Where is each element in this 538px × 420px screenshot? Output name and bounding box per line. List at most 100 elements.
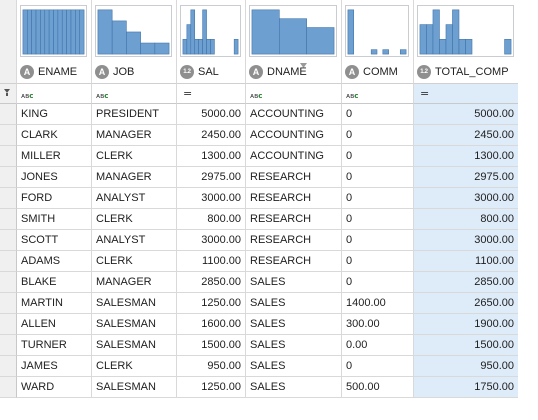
cell-sal[interactable]: 5000.00: [177, 104, 246, 125]
cell-ename[interactable]: SMITH: [17, 209, 92, 230]
cell-job[interactable]: CLERK: [92, 251, 177, 272]
cell-total_comp[interactable]: 3000.00: [414, 230, 519, 251]
cell-dname[interactable]: SALES: [246, 377, 342, 398]
cell-total_comp[interactable]: 1500.00: [414, 335, 519, 356]
cell-dname[interactable]: RESEARCH: [246, 167, 342, 188]
filter-sal[interactable]: =: [177, 84, 246, 104]
cell-job[interactable]: SALESMAN: [92, 335, 177, 356]
row-header[interactable]: [0, 377, 17, 398]
cell-dname[interactable]: RESEARCH: [246, 209, 342, 230]
cell-job[interactable]: PRESIDENT: [92, 104, 177, 125]
cell-job[interactable]: MANAGER: [92, 125, 177, 146]
cell-total_comp[interactable]: 1900.00: [414, 314, 519, 335]
column-header-comm[interactable]: A COMM: [342, 60, 414, 84]
cell-sal[interactable]: 1100.00: [177, 251, 246, 272]
cell-ename[interactable]: MILLER: [17, 146, 92, 167]
cell-comm[interactable]: 0: [342, 251, 414, 272]
cell-dname[interactable]: SALES: [246, 314, 342, 335]
cell-dname[interactable]: ACCOUNTING: [246, 104, 342, 125]
cell-total_comp[interactable]: 800.00: [414, 209, 519, 230]
row-header[interactable]: [0, 272, 17, 293]
cell-sal[interactable]: 2450.00: [177, 125, 246, 146]
column-header-total_comp[interactable]: 1.2 TOTAL_COMP: [414, 60, 519, 84]
cell-dname[interactable]: SALES: [246, 293, 342, 314]
cell-job[interactable]: MANAGER: [92, 167, 177, 188]
cell-job[interactable]: CLERK: [92, 146, 177, 167]
cell-ename[interactable]: MARTIN: [17, 293, 92, 314]
cell-dname[interactable]: SALES: [246, 272, 342, 293]
cell-sal[interactable]: 1250.00: [177, 293, 246, 314]
cell-sal[interactable]: 1600.00: [177, 314, 246, 335]
cell-job[interactable]: SALESMAN: [92, 314, 177, 335]
column-header-ename[interactable]: A ENAME: [17, 60, 92, 84]
cell-comm[interactable]: 0.00: [342, 335, 414, 356]
row-header[interactable]: [0, 230, 17, 251]
cell-sal[interactable]: 2975.00: [177, 167, 246, 188]
cell-comm[interactable]: 0: [342, 272, 414, 293]
row-header[interactable]: [0, 104, 17, 125]
cell-comm[interactable]: 0: [342, 104, 414, 125]
cell-job[interactable]: MANAGER: [92, 272, 177, 293]
cell-job[interactable]: SALESMAN: [92, 293, 177, 314]
cell-total_comp[interactable]: 2850.00: [414, 272, 519, 293]
cell-job[interactable]: CLERK: [92, 356, 177, 377]
cell-dname[interactable]: SALES: [246, 335, 342, 356]
filter-dname[interactable]: ᴀʙc: [246, 84, 342, 104]
cell-total_comp[interactable]: 1300.00: [414, 146, 519, 167]
row-header[interactable]: [0, 167, 17, 188]
cell-ename[interactable]: CLARK: [17, 125, 92, 146]
row-header[interactable]: [0, 146, 17, 167]
cell-ename[interactable]: FORD: [17, 188, 92, 209]
cell-dname[interactable]: RESEARCH: [246, 230, 342, 251]
cell-comm[interactable]: 300.00: [342, 314, 414, 335]
cell-sal[interactable]: 3000.00: [177, 230, 246, 251]
cell-ename[interactable]: SCOTT: [17, 230, 92, 251]
cell-total_comp[interactable]: 5000.00: [414, 104, 519, 125]
row-header[interactable]: [0, 125, 17, 146]
filter-comm[interactable]: ᴀʙc: [342, 84, 414, 104]
cell-ename[interactable]: TURNER: [17, 335, 92, 356]
cell-comm[interactable]: 0: [342, 230, 414, 251]
cell-comm[interactable]: 0: [342, 209, 414, 230]
cell-job[interactable]: SALESMAN: [92, 377, 177, 398]
cell-total_comp[interactable]: 2975.00: [414, 167, 519, 188]
column-header-sal[interactable]: 1.2 SAL: [177, 60, 246, 84]
cell-total_comp[interactable]: 950.00: [414, 356, 519, 377]
cell-total_comp[interactable]: 1750.00: [414, 377, 519, 398]
cell-ename[interactable]: ADAMS: [17, 251, 92, 272]
cell-dname[interactable]: ACCOUNTING: [246, 146, 342, 167]
cell-dname[interactable]: ACCOUNTING: [246, 125, 342, 146]
cell-sal[interactable]: 1300.00: [177, 146, 246, 167]
cell-comm[interactable]: 500.00: [342, 377, 414, 398]
cell-total_comp[interactable]: 2650.00: [414, 293, 519, 314]
cell-dname[interactable]: RESEARCH: [246, 251, 342, 272]
cell-ename[interactable]: BLAKE: [17, 272, 92, 293]
cell-sal[interactable]: 3000.00: [177, 188, 246, 209]
row-header[interactable]: [0, 314, 17, 335]
row-header[interactable]: [0, 251, 17, 272]
filter-ename[interactable]: ᴀʙc: [17, 84, 92, 104]
cell-sal[interactable]: 950.00: [177, 356, 246, 377]
column-header-job[interactable]: A JOB: [92, 60, 177, 84]
cell-total_comp[interactable]: 1100.00: [414, 251, 519, 272]
cell-dname[interactable]: RESEARCH: [246, 188, 342, 209]
cell-comm[interactable]: 0: [342, 125, 414, 146]
cell-comm[interactable]: 0: [342, 356, 414, 377]
cell-job[interactable]: CLERK: [92, 209, 177, 230]
row-header[interactable]: [0, 209, 17, 230]
cell-comm[interactable]: 0: [342, 146, 414, 167]
cell-sal[interactable]: 1500.00: [177, 335, 246, 356]
filter-job[interactable]: ᴀʙc: [92, 84, 177, 104]
cell-comm[interactable]: 0: [342, 188, 414, 209]
cell-ename[interactable]: KING: [17, 104, 92, 125]
cell-job[interactable]: ANALYST: [92, 230, 177, 251]
row-header[interactable]: [0, 335, 17, 356]
row-header[interactable]: [0, 293, 17, 314]
cell-sal[interactable]: 2850.00: [177, 272, 246, 293]
cell-sal[interactable]: 1250.00: [177, 377, 246, 398]
cell-total_comp[interactable]: 2450.00: [414, 125, 519, 146]
cell-ename[interactable]: WARD: [17, 377, 92, 398]
filter-total_comp[interactable]: =: [414, 84, 519, 104]
cell-job[interactable]: ANALYST: [92, 188, 177, 209]
cell-total_comp[interactable]: 3000.00: [414, 188, 519, 209]
